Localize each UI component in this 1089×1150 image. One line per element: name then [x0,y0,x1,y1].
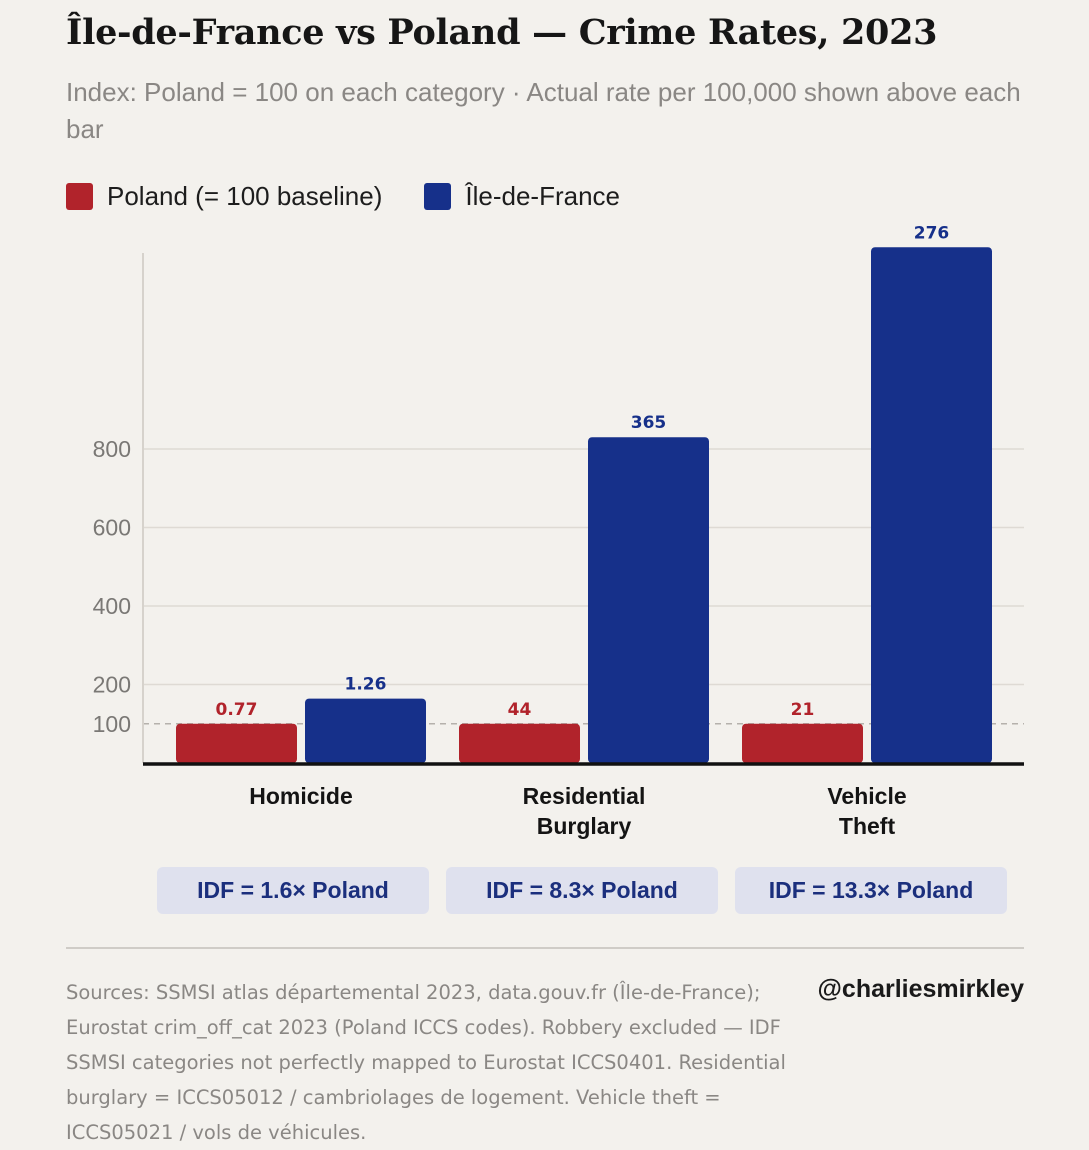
sources-note: Sources: SSMSI atlas départemental 2023,… [66,981,786,1144]
bar-value-label-idf-vehicle: 276 [914,223,950,243]
x-category-label-burglary-0: Residential [523,783,646,809]
y-tick-label-800: 800 [93,436,131,462]
bar-idf-homicide [305,698,426,763]
x-category-label-burglary-1: Burglary [537,813,632,839]
bar-value-label-idf-homicide: 1.26 [345,675,387,695]
author-handle: @charliesmirkley [817,975,1024,1003]
legend: Poland (= 100 baseline) Île-de-France [66,180,662,212]
legend-swatch-idf [424,182,452,210]
footer-divider [66,947,1024,949]
y-tick-label-400: 400 [93,593,131,619]
bar-idf-vehicle [871,247,992,763]
legend-item-idf: Île-de-France [424,181,620,212]
y-tick-label-600: 600 [93,515,131,541]
x-category-label-vehicle-1: Theft [839,813,896,839]
bar-poland-burglary [459,723,580,763]
y-tick-label-200: 200 [93,672,131,698]
ratio-badge-homicide: IDF = 1.6× Poland [157,867,429,914]
legend-label-idf: Île-de-France [465,180,620,211]
legend-item-poland: Poland (= 100 baseline) [66,181,382,212]
y-tick-label-100: 100 [93,711,131,737]
bar-value-label-poland-burglary: 44 [508,700,532,720]
bar-value-label-poland-homicide: 0.77 [216,700,258,720]
bar-chart: 100 200 400 600 800 0.77 44 21 1.26 365 276 Homicid… [93,223,1024,839]
bar-poland-homicide [176,723,297,763]
legend-label-poland: Poland (= 100 baseline) [107,180,383,211]
bar-idf-burglary [588,437,709,763]
ratio-badge-vehicle: IDF = 13.3× Poland [735,867,1007,914]
ratio-badge-burglary: IDF = 8.3× Poland [446,867,718,914]
bar-poland-vehicle [742,723,863,763]
x-category-label-vehicle-0: Vehicle [827,783,906,809]
chart-subtitle: Index: Poland = 100 on each category · A… [66,77,1021,144]
legend-swatch-poland [66,182,93,210]
chart-title: Île-de-France vs Poland — Crime Rates, 2… [66,12,938,53]
bar-value-label-poland-vehicle: 21 [791,700,815,720]
x-category-label-homicide-0: Homicide [249,783,353,809]
bar-value-label-idf-burglary: 365 [631,413,667,433]
